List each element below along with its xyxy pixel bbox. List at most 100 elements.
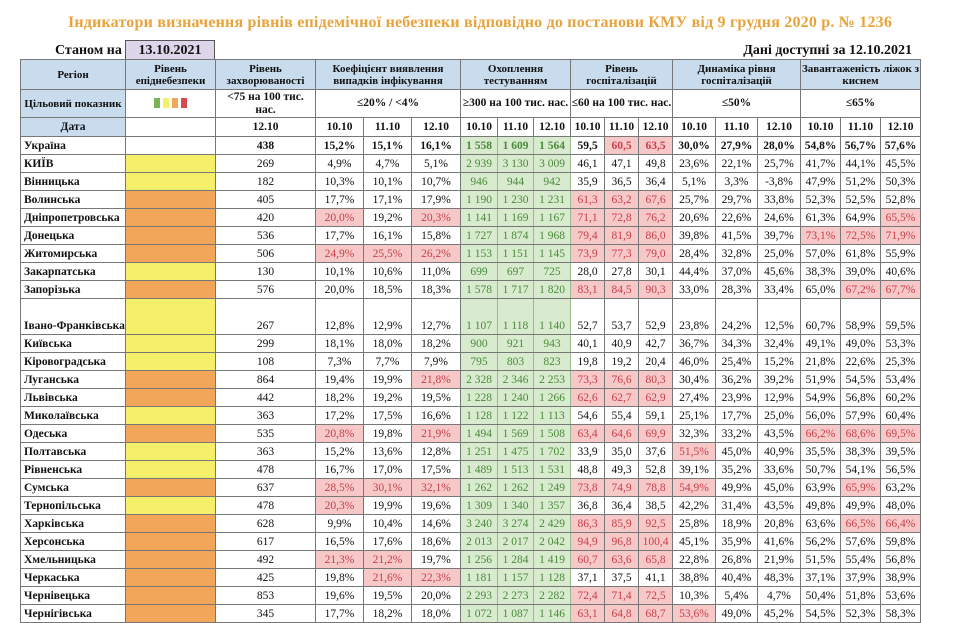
dyn-value: 28,4% bbox=[672, 244, 716, 263]
page-title: Індикатори визначення рівнів епідемічної… bbox=[67, 14, 893, 31]
dyn-value: 43,5% bbox=[757, 496, 801, 515]
test-value: 1 475 bbox=[497, 442, 534, 461]
epidemic-level-cell bbox=[125, 514, 216, 533]
dyn-value: 35,2% bbox=[715, 460, 758, 479]
beds-value: 58,3% bbox=[879, 604, 922, 623]
dyn-value: 32,4% bbox=[757, 334, 801, 353]
hosp-value: 30,1 bbox=[638, 262, 673, 281]
table-row: Вінницька 182 10,3% 10,1% 10,7% 946 944 942 35,9… bbox=[20, 172, 922, 191]
test-value: 900 bbox=[460, 334, 498, 353]
test-value: 1 181 bbox=[460, 568, 498, 587]
dyn-value: 33,8% bbox=[757, 190, 801, 209]
date-test-1: 10.10 bbox=[460, 117, 498, 137]
epidemic-level-cell bbox=[125, 244, 216, 263]
hosp-value: 36,4 bbox=[638, 172, 673, 191]
beds-value: 51,8% bbox=[840, 586, 881, 605]
coef-value: 18,2% bbox=[315, 388, 364, 407]
coef-value: 19,8% bbox=[315, 568, 364, 587]
date-incidence: 12.10 bbox=[215, 117, 316, 137]
beds-value: 65,0% bbox=[800, 280, 841, 299]
test-value: 803 bbox=[497, 352, 534, 371]
dyn-value: 24,2% bbox=[715, 298, 758, 335]
beds-value: 57,9% bbox=[840, 406, 881, 425]
coef-value: 11,0% bbox=[411, 262, 461, 281]
header-coefficient: Коефіцієнт виявлення випадків інфікуванн… bbox=[315, 59, 461, 90]
epidemic-level-cell bbox=[125, 550, 216, 569]
hosp-value: 62,7 bbox=[604, 388, 639, 407]
coef-value: 16,1% bbox=[411, 136, 461, 155]
epidemic-level-cell bbox=[125, 280, 216, 299]
test-value: 946 bbox=[460, 172, 498, 191]
coef-value: 17,5% bbox=[411, 460, 461, 479]
test-value: 1 262 bbox=[497, 478, 534, 497]
test-value: 1 262 bbox=[460, 478, 498, 497]
coef-value: 18,0% bbox=[411, 604, 461, 623]
hosp-value: 64,8 bbox=[604, 604, 639, 623]
beds-value: 55,9% bbox=[879, 244, 922, 263]
beds-value: 56,0% bbox=[800, 406, 841, 425]
region-name: Хмельницька bbox=[20, 550, 126, 569]
test-value: 1 284 bbox=[497, 550, 534, 569]
test-value: 2 328 bbox=[460, 370, 498, 389]
dyn-value: 33,2% bbox=[715, 424, 758, 443]
dyn-value: 24,6% bbox=[757, 208, 801, 227]
beds-value: 57,6% bbox=[879, 136, 922, 155]
region-name: Луганська bbox=[20, 370, 126, 389]
region-name: Донецька bbox=[20, 226, 126, 245]
coef-value: 17,0% bbox=[363, 460, 412, 479]
region-name: Тернопільська bbox=[20, 496, 126, 515]
beds-value: 41,7% bbox=[800, 154, 841, 173]
test-value: 1 564 bbox=[533, 136, 571, 155]
coef-value: 7,3% bbox=[315, 352, 364, 371]
dyn-value: 33,0% bbox=[672, 280, 716, 299]
hosp-value: 69,9 bbox=[638, 424, 673, 443]
region-name: Волинська bbox=[20, 190, 126, 209]
hosp-value: 54,6 bbox=[570, 406, 605, 425]
test-value: 2 017 bbox=[497, 532, 534, 551]
hosp-value: 71,4 bbox=[604, 586, 639, 605]
hosp-value: 72,8 bbox=[604, 208, 639, 227]
beds-value: 37,9% bbox=[840, 568, 881, 587]
dyn-value: 15,2% bbox=[757, 352, 801, 371]
beds-value: 50,4% bbox=[800, 586, 841, 605]
beds-value: 67,2% bbox=[840, 280, 881, 299]
hosp-value: 63,1 bbox=[570, 604, 605, 623]
hosp-value: 78,8 bbox=[638, 478, 673, 497]
as-of-label: Станом на bbox=[55, 43, 122, 58]
dyn-value: 25,1% bbox=[672, 406, 716, 425]
test-value: 699 bbox=[460, 262, 498, 281]
beds-value: 68,6% bbox=[840, 424, 881, 443]
target-coefficient: ≤20% / <4% bbox=[315, 89, 461, 118]
epidemic-level-cell bbox=[125, 172, 216, 191]
test-value: 1 569 bbox=[497, 424, 534, 443]
region-name: Чернівецька bbox=[20, 586, 126, 605]
hosp-value: 80,3 bbox=[638, 370, 673, 389]
test-value: 944 bbox=[497, 172, 534, 191]
coef-value: 17,6% bbox=[363, 532, 412, 551]
coef-value: 16,6% bbox=[411, 406, 461, 425]
table-row: Закарпатська 130 10,1% 10,6% 11,0% 699 697 725 2… bbox=[20, 262, 922, 281]
coef-value: 7,7% bbox=[363, 352, 412, 371]
dyn-value: 22,8% bbox=[672, 550, 716, 569]
coef-value: 22,3% bbox=[411, 568, 461, 587]
hosp-value: 73,9 bbox=[570, 244, 605, 263]
test-value: 1 702 bbox=[533, 442, 571, 461]
hosp-value: 27,8 bbox=[604, 262, 639, 281]
table-row: Миколаївська 363 17,2% 17,5% 16,6% 1 128 1 122… bbox=[20, 406, 922, 425]
coef-value: 25,5% bbox=[363, 244, 412, 263]
hosp-value: 37,6 bbox=[638, 442, 673, 461]
beds-value: 69,5% bbox=[879, 424, 922, 443]
beds-value: 63,6% bbox=[800, 514, 841, 533]
dyn-value: 23,6% bbox=[672, 154, 716, 173]
test-value: 1 249 bbox=[533, 478, 571, 497]
hosp-value: 73,3 bbox=[570, 370, 605, 389]
coef-value: 20,3% bbox=[315, 496, 364, 515]
hosp-value: 37,5 bbox=[604, 568, 639, 587]
hosp-value: 61,3 bbox=[570, 190, 605, 209]
coef-value: 17,5% bbox=[363, 406, 412, 425]
test-value: 1 489 bbox=[460, 460, 498, 479]
target-row: Цільовий показник <75 на 100 тис. нас. ≤… bbox=[20, 89, 922, 118]
level-red-swatch bbox=[181, 98, 187, 109]
coef-value: 16,7% bbox=[315, 460, 364, 479]
hosp-value: 65,8 bbox=[638, 550, 673, 569]
